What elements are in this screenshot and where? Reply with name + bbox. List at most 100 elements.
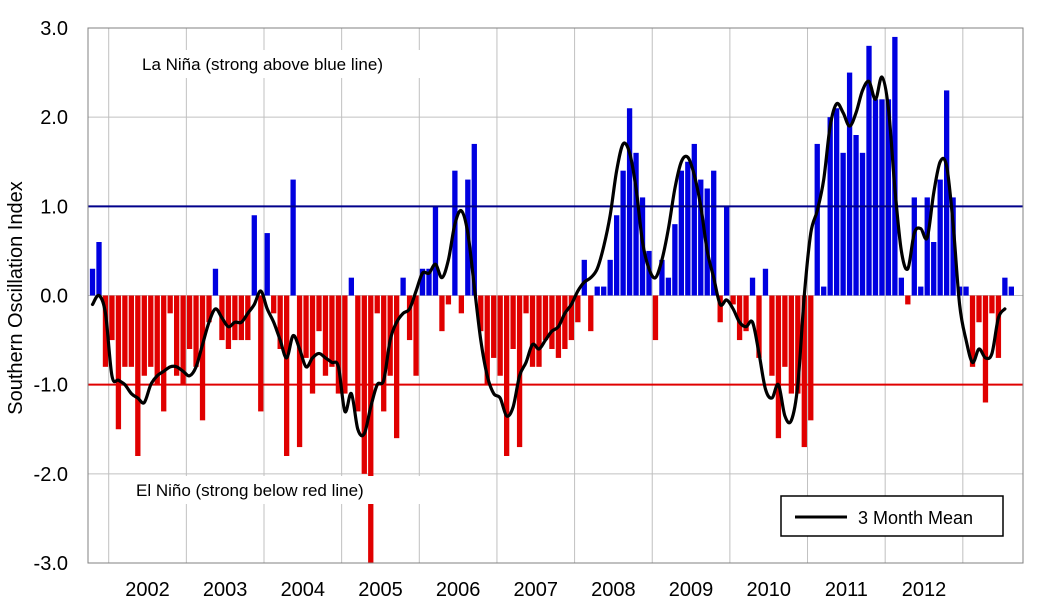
bar: [821, 286, 827, 296]
bar: [458, 295, 465, 314]
bar: [989, 295, 995, 314]
bar: [613, 215, 620, 296]
bar: [775, 295, 782, 439]
bar: [717, 295, 723, 323]
bar: [290, 179, 296, 296]
bar: [393, 295, 400, 439]
bar: [510, 295, 516, 349]
bar: [795, 295, 801, 394]
bar: [296, 295, 303, 448]
bar: [212, 268, 219, 296]
bar: [148, 295, 154, 367]
bar: [982, 295, 989, 403]
bar: [335, 295, 342, 394]
three-month-mean-line: [90, 75, 1007, 438]
bar: [581, 259, 587, 296]
bar: [199, 295, 206, 421]
bar: [665, 277, 672, 296]
bar: [846, 72, 853, 296]
bar: [102, 295, 109, 367]
bar: [659, 259, 665, 296]
bar: [601, 286, 607, 296]
bar: [808, 295, 814, 421]
bar: [419, 268, 426, 296]
x-tick-label: 2012: [902, 579, 947, 601]
bar: [814, 143, 820, 296]
bar: [943, 90, 950, 296]
bar: [743, 295, 749, 332]
bar: [840, 152, 846, 296]
x-tick-label: 2005: [358, 579, 403, 601]
bar: [626, 108, 633, 296]
la-nina-annotation: La Niña (strong above blue line): [142, 55, 383, 74]
bar: [963, 286, 969, 296]
bar: [620, 170, 626, 296]
bar: [439, 295, 445, 332]
x-tick-label: 2007: [514, 579, 559, 601]
bar: [348, 277, 355, 296]
bar: [89, 268, 96, 296]
bar: [529, 295, 536, 367]
bar: [503, 295, 510, 456]
y-axis-label: Southern Oscillation Index: [5, 181, 27, 414]
bar: [316, 295, 322, 332]
bar: [685, 161, 691, 296]
bar: [788, 295, 795, 394]
x-tick-label: 2002: [125, 579, 170, 601]
mean-line-layer: [90, 75, 1007, 438]
x-tick-label: 2006: [436, 579, 481, 601]
y-tick-label: 3.0: [40, 18, 68, 40]
x-tick-label: 2008: [591, 579, 636, 601]
bar: [406, 295, 413, 341]
bar: [471, 143, 477, 296]
bar: [937, 179, 943, 296]
bar: [161, 295, 167, 412]
bar: [892, 36, 898, 296]
bar: [225, 295, 232, 349]
bar: [542, 295, 549, 341]
reference-lines: [88, 205, 1023, 386]
bar: [756, 295, 762, 358]
bar: [309, 295, 316, 394]
y-tick-label: -3.0: [34, 553, 68, 575]
bar: [232, 295, 238, 341]
bar: [368, 295, 374, 563]
bar: [872, 99, 879, 296]
bar: [374, 295, 380, 314]
bar: [633, 152, 639, 296]
bar: [381, 295, 387, 412]
bar: [128, 295, 135, 367]
bar: [115, 295, 122, 430]
x-tick-label: 2004: [281, 579, 326, 601]
bar: [342, 295, 348, 394]
bar: [536, 295, 542, 367]
bar: [549, 295, 555, 349]
bar: [154, 295, 160, 385]
bar: [497, 295, 503, 376]
bar: [173, 295, 180, 376]
bar: [594, 286, 600, 296]
bar: [484, 295, 490, 385]
bar: [251, 215, 257, 296]
bar: [568, 295, 575, 341]
bar: [730, 295, 736, 305]
bar: [976, 295, 982, 323]
bar: [801, 295, 807, 448]
bar: [167, 295, 173, 314]
bar: [924, 197, 930, 296]
y-tick-label: 1.0: [40, 196, 68, 218]
la-nina-annotation-bg: [136, 50, 428, 78]
bar: [523, 295, 529, 314]
bar: [969, 295, 976, 367]
bar: [575, 295, 581, 323]
bar: [879, 99, 885, 296]
plot-frame: [87, 27, 1024, 564]
bar: [141, 295, 147, 376]
bar: [866, 45, 872, 296]
bar: [911, 197, 917, 296]
bar: [322, 295, 329, 376]
bar: [1002, 277, 1008, 296]
bar: [782, 295, 788, 367]
y-tick-labels: 3.0 2.0 1.0 0.0 -1.0 -2.0 -3.0: [34, 18, 68, 575]
bar: [652, 295, 659, 341]
